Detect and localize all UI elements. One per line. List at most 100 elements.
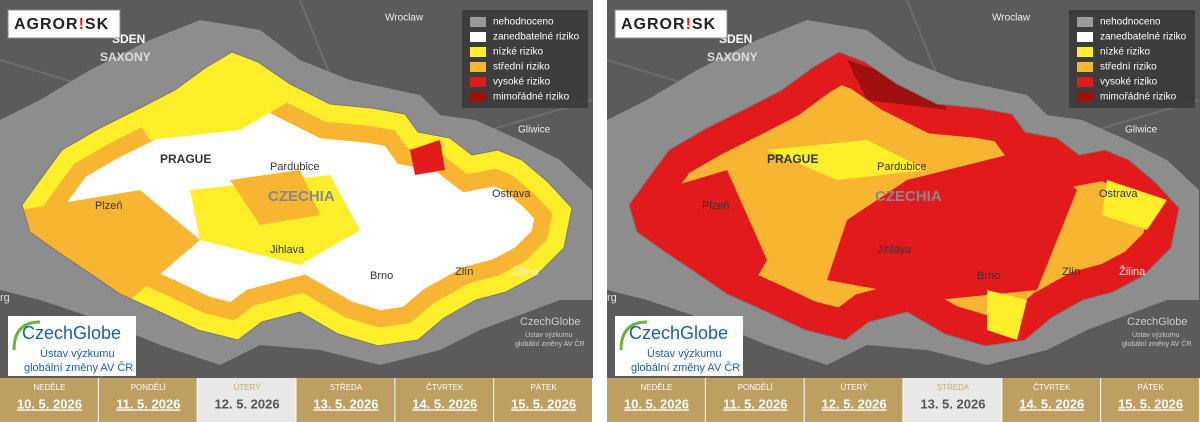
day-weekday: ÚTERÝ <box>841 383 869 392</box>
day-date: 12. 5. 2026 <box>822 396 887 411</box>
place-label: Gliwice <box>518 125 551 136</box>
place-label: PRAGUE <box>767 152 818 166</box>
place-label: Zlín <box>1062 266 1080 278</box>
legend-label: nízké riziko <box>493 47 543 58</box>
legend-label: nehodnoceno <box>493 17 554 28</box>
day-date: 15. 5. 2026 <box>1118 396 1183 411</box>
place-label: Gliwice <box>1125 125 1158 136</box>
risk-area <box>629 170 767 330</box>
day-date: 14. 5. 2026 <box>1019 396 1084 411</box>
logo: AGROR!SK <box>14 16 109 33</box>
czechglobe-line: Ústav výzkumu <box>40 347 115 360</box>
czechglobe-swoosh <box>12 320 41 351</box>
legend-label: střední riziko <box>493 62 550 73</box>
legend-label: střední riziko <box>1100 62 1157 73</box>
place-label: Jihlava <box>877 244 912 256</box>
czechglobe-swoosh <box>619 320 648 351</box>
day-date: 13. 5. 2026 <box>920 396 985 411</box>
place-label: Brno <box>370 270 393 282</box>
logo-part: AGROR <box>621 16 686 33</box>
legend-swatch <box>470 62 486 72</box>
day-tab[interactable] <box>705 378 804 422</box>
day-tab[interactable] <box>197 378 296 422</box>
place-label: Žilina <box>1119 265 1146 278</box>
czechglobe-logo <box>615 316 743 376</box>
place-label: rg <box>0 292 10 304</box>
place-label: Plzeň <box>95 200 123 212</box>
day-tab[interactable] <box>296 378 395 422</box>
day-weekday: ČTVRTEK <box>426 383 464 392</box>
day-weekday: PÁTEK <box>1137 383 1164 392</box>
place-label: CZECHIA <box>875 188 942 205</box>
day-tab[interactable] <box>903 378 1002 422</box>
legend-label: nízké riziko <box>1100 47 1150 58</box>
day-tab[interactable] <box>607 378 705 422</box>
day-tab[interactable] <box>395 378 494 422</box>
day-weekday: PONDĚLÍ <box>738 383 774 392</box>
logo-part: ! <box>79 16 85 33</box>
logo-box <box>614 9 728 39</box>
day-weekday: ÚTERÝ <box>234 383 262 392</box>
border <box>21 51 573 347</box>
place-label: Jihlava <box>270 244 305 256</box>
day-weekday: PONDĚLÍ <box>131 383 167 392</box>
watermark-name: CzechGlobe <box>1127 316 1188 328</box>
day-tab[interactable] <box>98 378 197 422</box>
risk-area <box>230 170 320 225</box>
logo-box <box>7 9 121 39</box>
day-tab[interactable] <box>1101 378 1199 422</box>
legend-swatch <box>470 77 486 87</box>
place-label: rg <box>607 292 617 304</box>
risk-area <box>130 60 300 140</box>
watermark-line: globální změny AV ČR <box>1122 339 1192 348</box>
day-date: 13. 5. 2026 <box>313 396 378 411</box>
day-tab[interactable] <box>494 378 592 422</box>
logo: AGROR!SK <box>621 16 716 33</box>
day-date: 10. 5. 2026 <box>17 396 82 411</box>
place-label: CZECHIA <box>268 188 335 205</box>
risk-area <box>410 140 445 175</box>
place-label: PRAGUE <box>160 152 211 166</box>
day-tab[interactable] <box>1002 378 1101 422</box>
watermark-name: CzechGlobe <box>520 316 581 328</box>
logo-part: ! <box>686 16 692 33</box>
watermark-line: Ústav výzkumu <box>525 330 573 339</box>
day-weekday: NEDĚLE <box>640 383 672 392</box>
czechglobe-line: globální změny AV ČR <box>631 361 740 374</box>
day-date: 11. 5. 2026 <box>116 396 180 411</box>
legend-label: mimořádné riziko <box>493 92 570 103</box>
map-panel: SDENSAXONYWroclawGliwicePRAGUEPardubiceC… <box>0 0 593 422</box>
legend-swatch <box>1077 47 1093 57</box>
czechglobe-line: globální změny AV ČR <box>24 361 133 374</box>
legend-label: zanedbatelné riziko <box>1100 32 1187 43</box>
czechglobe-name: CzechGlobe <box>629 323 728 343</box>
risk-area <box>22 190 200 300</box>
legend-swatch <box>1077 92 1093 102</box>
day-tab[interactable] <box>804 378 903 422</box>
day-weekday: ČTVRTEK <box>1033 383 1071 392</box>
place-label: Brno <box>977 270 1000 282</box>
place-label: Wroclaw <box>992 13 1031 24</box>
legend-swatch <box>470 92 486 102</box>
legend-swatch <box>470 17 486 27</box>
place-label: Zlín <box>455 266 473 278</box>
logo-part: AGROR <box>14 16 79 33</box>
place-label: SAXONY <box>707 50 758 64</box>
place-label: Ostrava <box>1099 188 1138 200</box>
czechglobe-line: Ústav výzkumu <box>647 347 722 360</box>
day-tab[interactable] <box>0 378 98 422</box>
logo-part: SK <box>692 16 716 33</box>
legend-label: mimořádné riziko <box>1100 92 1177 103</box>
risk-area <box>847 60 947 110</box>
watermark-line: Ústav výzkumu <box>1132 330 1180 339</box>
day-weekday: NEDĚLE <box>33 383 65 392</box>
day-weekday: PÁTEK <box>530 383 557 392</box>
legend-swatch <box>1077 17 1093 27</box>
legend-swatch <box>470 47 486 57</box>
place-label: Žilina <box>512 265 539 278</box>
place-label: Pardubice <box>270 161 320 173</box>
legend-label: vysoké riziko <box>493 77 551 88</box>
place-label: Pardubice <box>877 161 927 173</box>
logo-part: SK <box>85 16 109 33</box>
